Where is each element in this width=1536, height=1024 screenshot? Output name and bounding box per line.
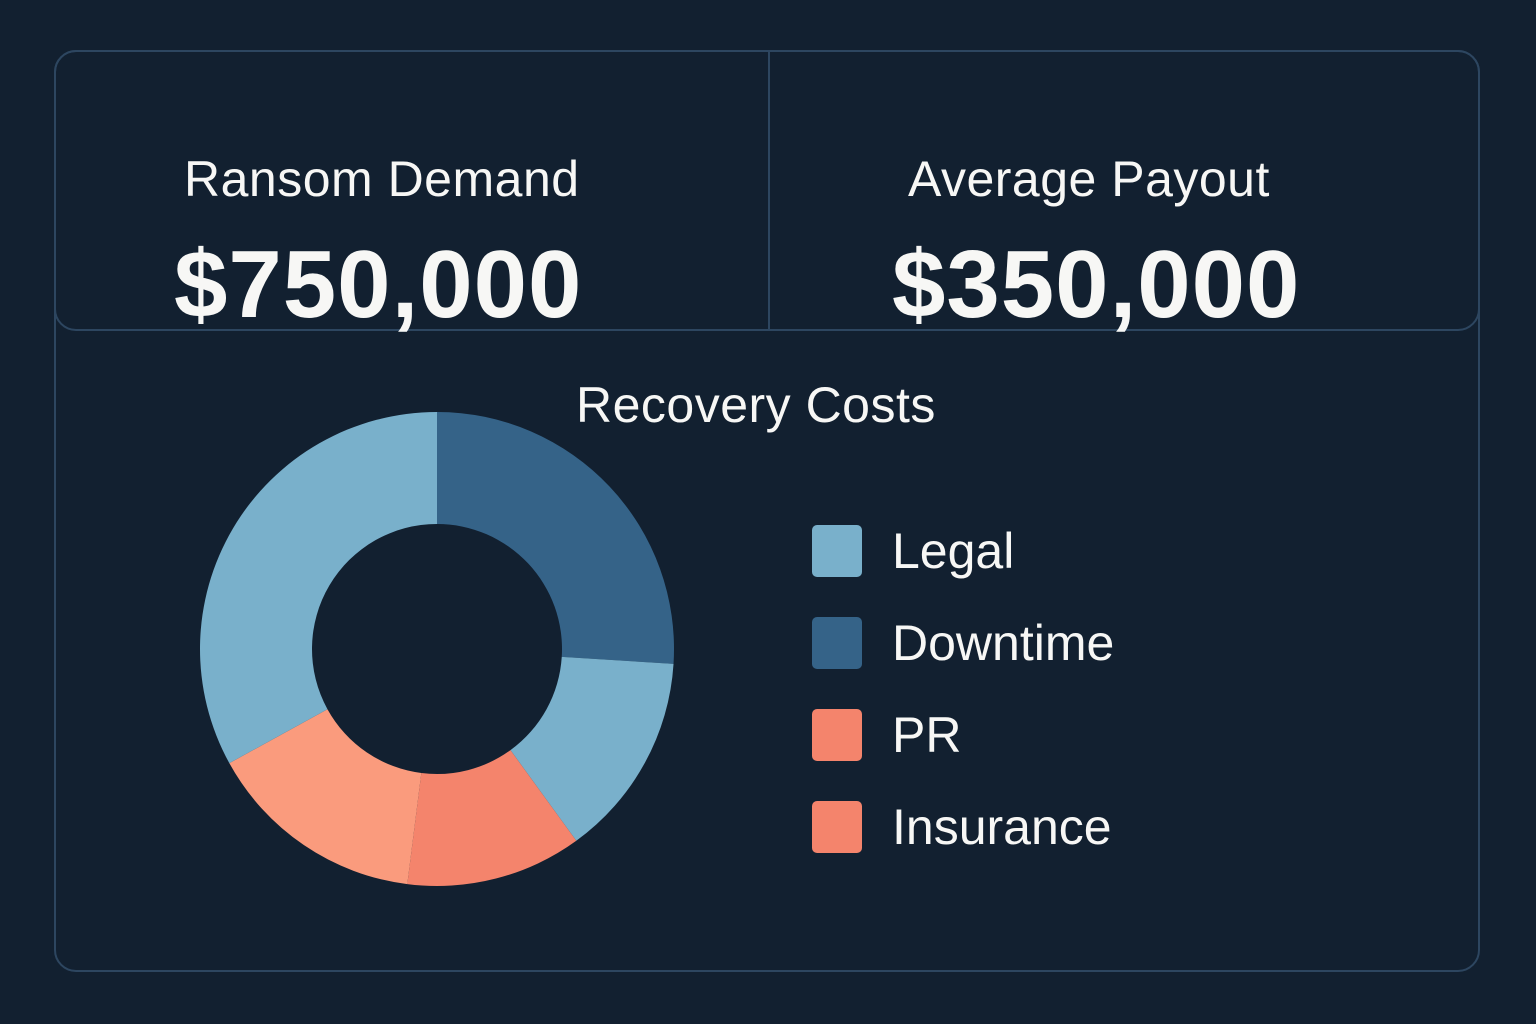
ransom-demand-label: Ransom Demand: [184, 151, 580, 207]
donut-segment-legal: [200, 412, 437, 764]
chart-title: Recovery Costs: [576, 377, 936, 433]
legend-label: Insurance: [892, 799, 1112, 855]
legend-swatch-pr: [812, 709, 862, 761]
legend-label: Downtime: [892, 615, 1115, 671]
legend-label: Legal: [892, 523, 1015, 579]
donut-segment-pr: [407, 750, 577, 886]
legend-label: PR: [892, 707, 962, 763]
legend-swatch-insurance: [812, 801, 862, 853]
ransom-demand-value: $750,000: [174, 231, 583, 338]
legend-swatch-downtime: [812, 617, 862, 669]
legend-item-pr: PR: [812, 707, 962, 763]
legend-item-legal: Legal: [812, 523, 1015, 579]
average-payout-card: Average Payout $350,000: [770, 52, 1478, 338]
donut-segments: [200, 412, 674, 886]
stats-panel: Ransom Demand $750,000 Average Payout $3…: [54, 50, 1480, 338]
ransom-demand-card: Ransom Demand $750,000: [56, 52, 770, 338]
donut-segment-insurance: [229, 709, 422, 885]
legend-swatch-legal: [812, 525, 862, 577]
legend-item-downtime: Downtime: [812, 615, 1115, 671]
donut-segment-legal: [510, 656, 674, 841]
average-payout-value: $350,000: [892, 231, 1301, 338]
average-payout-label: Average Payout: [908, 151, 1270, 207]
legend-item-insurance: Insurance: [812, 799, 1112, 855]
donut-segment-downtime: [437, 412, 674, 664]
